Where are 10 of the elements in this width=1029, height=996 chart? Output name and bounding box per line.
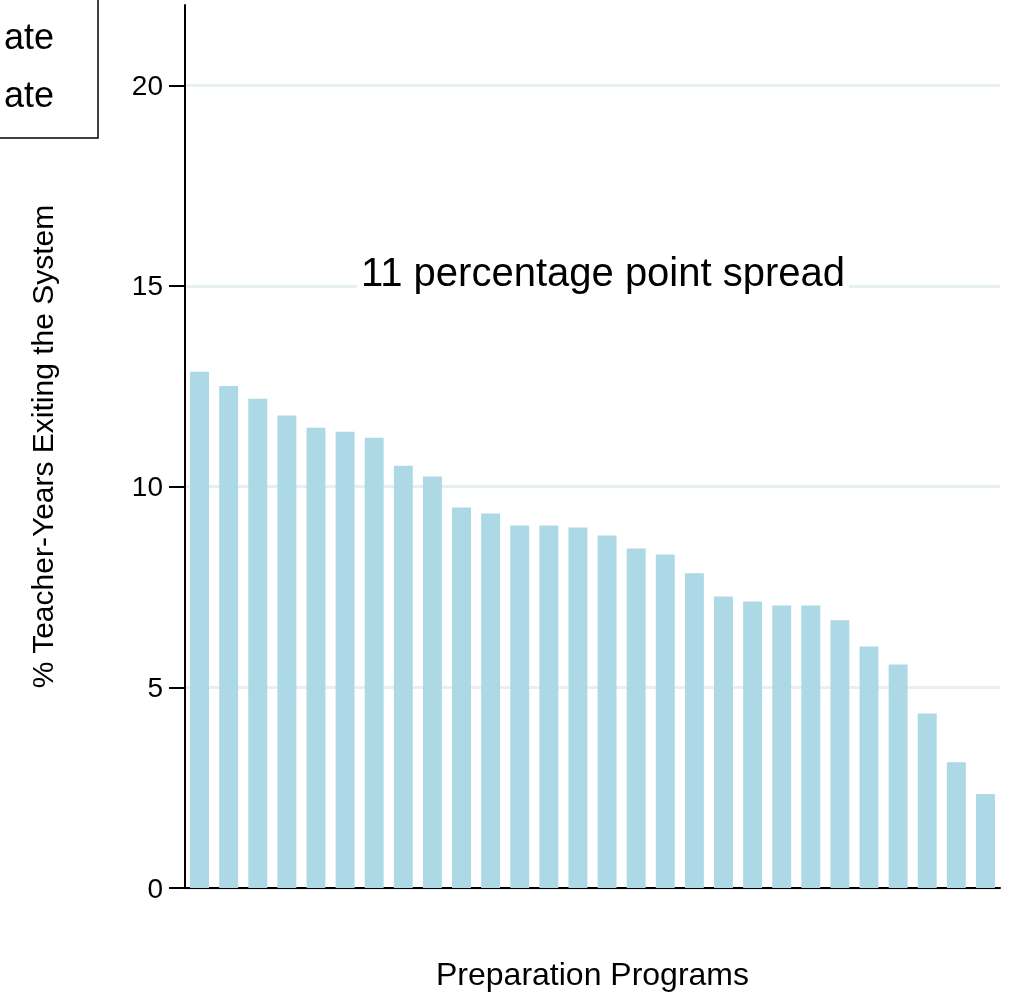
annotation: 11 percentage point spread (360, 250, 846, 294)
y-tick-label: 0 (147, 872, 163, 904)
y-axis-title: % Teacher-Years Exiting the System (25, 204, 59, 689)
y-tick-label: 20 (131, 69, 163, 101)
y-tick-label: 15 (131, 270, 163, 302)
text: ate (4, 15, 55, 57)
y-tick-label: 10 (131, 471, 163, 503)
y-tick-label: 5 (147, 671, 163, 703)
x-axis-title: Preparation Programs (435, 956, 750, 992)
text: ate (4, 73, 55, 115)
